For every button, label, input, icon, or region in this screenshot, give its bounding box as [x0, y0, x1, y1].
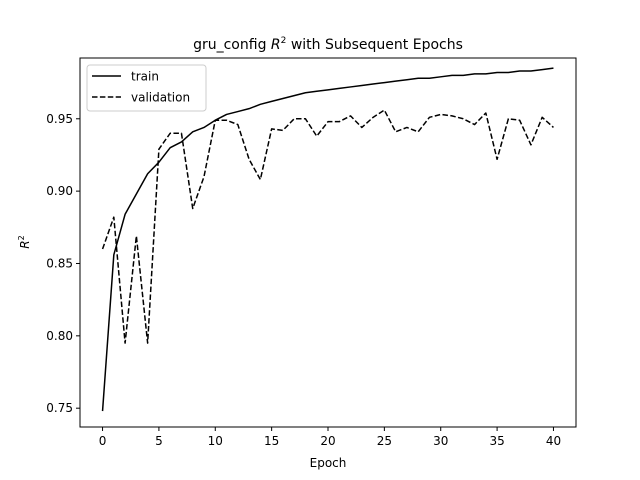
x-tick-label: 40	[546, 434, 561, 448]
chart-title-sup: 2	[281, 36, 287, 46]
plot-frame	[79, 57, 577, 428]
series-line-validation	[101, 109, 554, 344]
chart-title-symbol: R	[271, 37, 281, 53]
legend-label-train: train	[131, 70, 159, 84]
x-tick-label: 25	[377, 434, 392, 448]
x-tick-label: 30	[433, 434, 448, 448]
y-axis-label: R2	[17, 235, 32, 248]
y-tick-label: 0.90	[46, 184, 73, 198]
y-tick-label: 0.80	[46, 329, 73, 343]
x-tick-label: 5	[155, 434, 163, 448]
y-axis-label-symbol: R	[18, 240, 32, 248]
x-tick-label: 15	[264, 434, 279, 448]
x-tick-label: 35	[489, 434, 504, 448]
x-axis-label: Epoch	[310, 456, 347, 470]
chart-title-prefix: gru_config	[193, 37, 271, 53]
y-tick-label: 0.85	[46, 256, 73, 270]
series-layer	[101, 67, 554, 412]
x-tick-label: 0	[99, 434, 107, 448]
x-tick-label: 10	[208, 434, 223, 448]
series-line-train	[101, 67, 554, 412]
legend: train validation	[86, 64, 207, 112]
y-axis-label-sup: 2	[17, 235, 26, 240]
chart-title: gru_config R2 with Subsequent Epochs	[193, 36, 463, 53]
chart-title-suffix: with Subsequent Epochs	[286, 37, 463, 53]
x-tick-label: 20	[320, 434, 335, 448]
y-tick-label: 0.95	[46, 112, 73, 126]
y-tick-label: 0.75	[46, 401, 73, 415]
x-axis: 0 5 10 15 20 25 30 35 40	[99, 427, 561, 448]
y-axis: 0.75 0.80 0.85 0.90 0.95	[46, 112, 80, 415]
legend-label-validation: validation	[131, 91, 190, 105]
